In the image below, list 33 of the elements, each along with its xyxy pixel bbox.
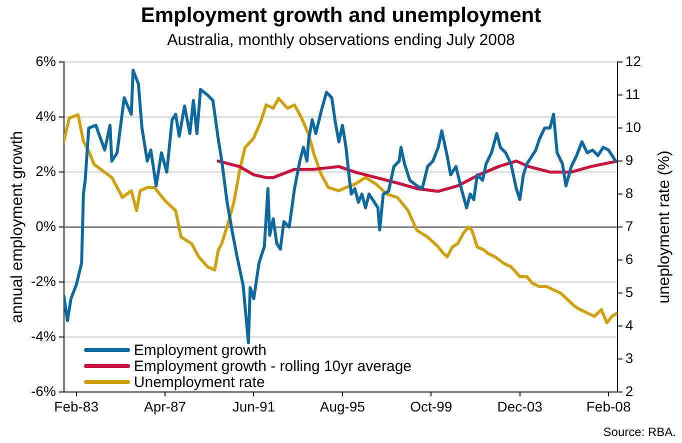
y-tick-label: -2% [30,272,56,289]
x-tick-label: Feb-83 [54,398,99,414]
y2-axis-title: uneployment rate (%) [656,150,674,304]
y2-tick-label: 8 [625,184,634,201]
legend-label: Employment growth [134,342,266,359]
y-tick-label: 0% [36,218,56,234]
y-tick-label: -4% [30,328,56,344]
legend-label: Employment growth - rolling 10yr average [134,358,412,375]
source-note: Source: RBA. [603,425,676,439]
x-tick-label: Apr-87 [144,398,186,414]
x-tick-label: Aug-95 [320,398,366,414]
chart-subtitle: Australia, monthly observations ending July 2008 [166,32,516,50]
y2-tick-label: 11 [625,86,640,102]
y-tick-label: 2% [36,162,56,179]
y2-tick-label: 9 [625,152,634,168]
y-tick-label: -6% [30,383,56,400]
y-axis-title: annual employment growth [9,131,27,324]
y2-tick-label: 12 [625,52,642,69]
y2-tick-label: 2 [625,383,634,400]
y2-tick-label: 7 [625,218,634,234]
y-tick-label: 4% [36,108,56,124]
x-tick-label: Oct-99 [410,398,452,414]
x-tick-label: Jun-91 [232,398,276,414]
legend-label: Unemployment rate [134,374,265,391]
x-tick-label: Feb-08 [586,398,631,414]
y2-tick-label: 6 [625,250,634,267]
y-tick-label: 6% [36,52,56,69]
chart-title: Employment growth and unemployment [140,4,542,28]
y2-tick-label: 5 [625,284,634,300]
x-tick-label: Dec-03 [497,398,543,414]
y2-tick-label: 4 [625,317,634,334]
y2-tick-label: 10 [625,118,642,135]
y2-tick-label: 3 [625,350,634,366]
